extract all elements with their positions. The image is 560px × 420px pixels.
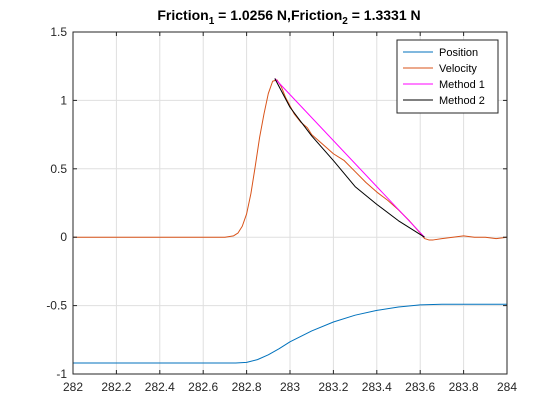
x-tick-label: 283.8 <box>449 380 479 394</box>
title-part2-base: Friction <box>291 7 342 23</box>
series-line-method-1 <box>274 78 425 238</box>
x-tick-label: 283.6 <box>405 380 435 394</box>
chart-title: Friction1 = 1.0256 N,Friction2 = 1.3331 … <box>157 7 420 27</box>
y-tick-label: -0.5 <box>46 299 67 313</box>
series-line-method-2 <box>274 78 425 238</box>
x-tick-label: 283 <box>280 380 300 394</box>
series-line-position <box>73 303 507 364</box>
legend-label-method-2: Method 2 <box>439 95 485 107</box>
title-part1-sub: 1 <box>209 16 215 27</box>
y-tick-label: 1.5 <box>50 25 67 39</box>
title-part1-base: Friction <box>157 7 208 23</box>
x-tick-label: 282.4 <box>145 380 175 394</box>
y-tick-label: 1 <box>60 93 67 107</box>
x-tick-label: 282 <box>63 380 83 394</box>
legend-label-velocity: Velocity <box>439 63 477 75</box>
legend: Position Velocity Method 1 Method 2 <box>396 39 499 114</box>
title-part2-sub: 2 <box>342 16 348 27</box>
x-tick-label: 283.4 <box>362 380 392 394</box>
x-tick-label: 282.2 <box>101 380 131 394</box>
axis-ticks: 282 282.2 282.4 282.6 282.8 283 283.2 283.4 283.… <box>46 25 517 394</box>
title-part1-rest: = 1.0256 N, <box>214 7 291 23</box>
x-tick-label: 282.8 <box>232 380 262 394</box>
series-line-velocity <box>73 79 508 241</box>
x-tick-label: 284 <box>497 380 517 394</box>
x-tick-label: 282.6 <box>188 380 218 394</box>
y-tick-label: 0 <box>60 230 67 244</box>
x-tick-label: 283.2 <box>318 380 348 394</box>
legend-label-method-1: Method 1 <box>439 79 485 91</box>
title-part2-rest: = 1.3331 N <box>348 7 421 23</box>
y-tick-label: -1 <box>56 367 67 381</box>
legend-label-position: Position <box>439 47 478 59</box>
y-tick-label: 0.5 <box>50 162 67 176</box>
plot-series <box>73 78 508 364</box>
